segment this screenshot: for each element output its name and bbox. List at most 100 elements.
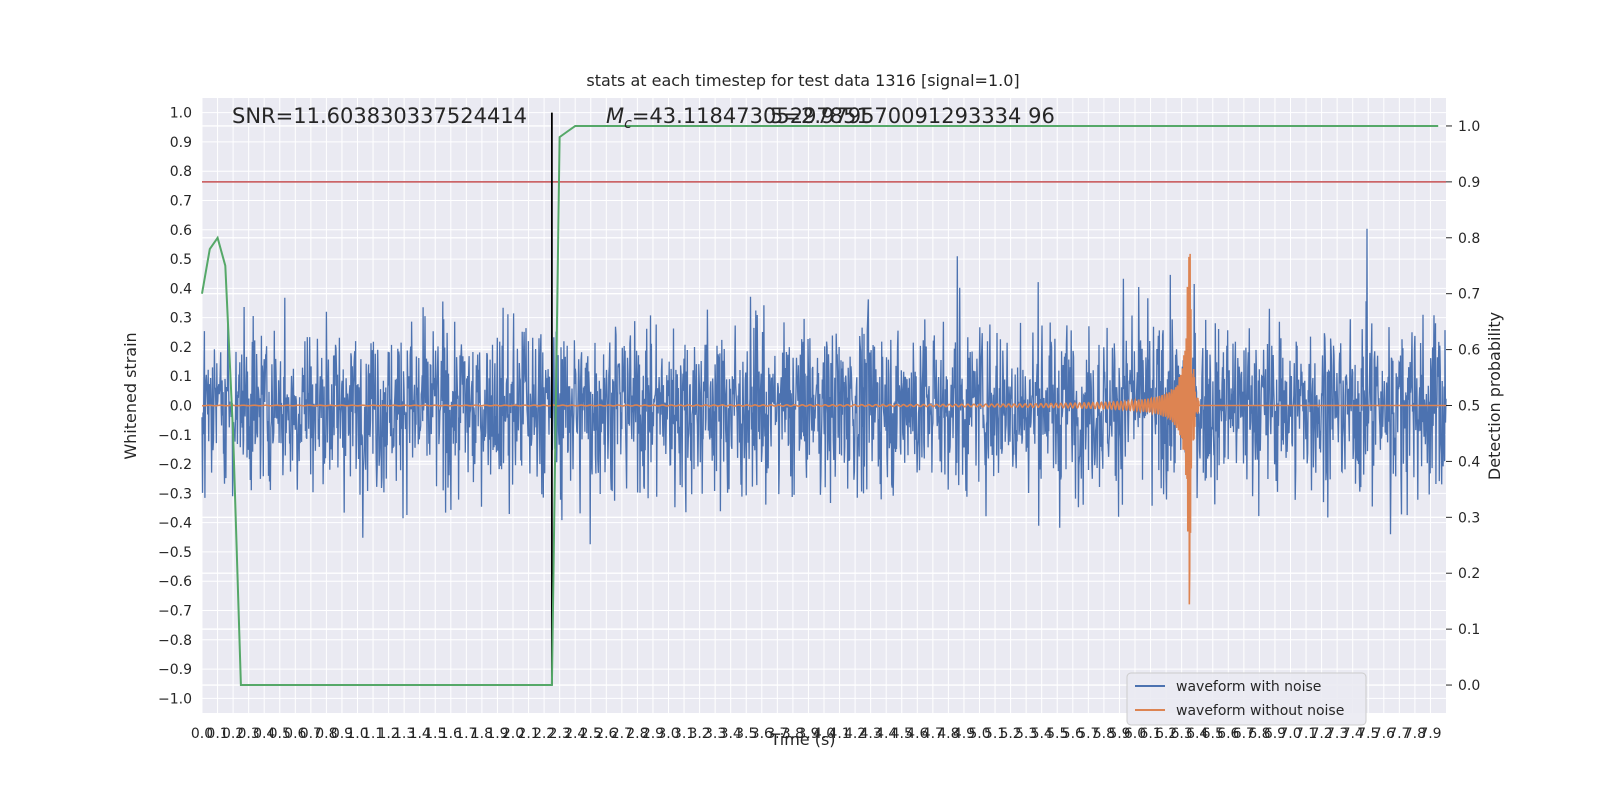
mc-value: =43.11847305297851 [632,104,870,128]
x-tick-label: 1.3 [393,726,415,742]
y2-tick-label: 0.0 [1458,678,1480,694]
noise-waveform [201,228,1447,545]
x-tick-label: 5.7 [1077,726,1099,742]
legend: waveform with noise waveform without noi… [1126,672,1367,726]
x-tick-label: 2.5 [580,726,602,742]
x-tick-label: 2.3 [549,726,571,742]
x-tick-label: 1.4 [409,726,431,742]
x-tick-label: 1.2 [377,726,399,742]
mc-overlap-annotation: 5=2.979570091293334 96 [770,104,1055,128]
x-tick-label: 6.4 [1186,726,1208,742]
x-tick-label: 5.8 [1093,726,1115,742]
x-tick-label: 7.4 [1342,726,1364,742]
y2-tick-label: 0.6 [1458,343,1480,359]
x-tick-label: 1.0 [346,726,368,742]
x-tick-label: 5.2 [999,726,1021,742]
y-tick-label: −0.8 [158,633,192,649]
x-tick-label: 0.5 [269,726,291,742]
x-tick-label: 2.6 [595,726,617,742]
mc-subscript: c [624,116,632,132]
y-tick-label: −1.0 [158,691,192,707]
x-tick-label: 5.3 [1015,726,1037,742]
y-tick-label: −0.7 [158,604,192,620]
y-tick-label: 0.9 [170,135,192,151]
legend-box [1126,672,1367,726]
y-tick-label: −0.1 [158,428,192,444]
x-tick-label: 2.0 [502,726,524,742]
x-tick-label: 6.3 [1171,726,1193,742]
x-tick-label: 4.8 [937,726,959,742]
noise-line [201,228,1447,545]
y-tick-label: −0.4 [158,516,192,532]
x-tick-label: 1.9 [486,726,508,742]
y-tick-label: −0.6 [158,574,192,590]
y-axis-label: Whitened strain [121,332,140,459]
y2-tick-label: 1.0 [1458,119,1480,135]
legend-entry-noise: waveform with noise [1176,679,1321,695]
x-tick-label: 3.3 [704,726,726,742]
mc-symbol: M [606,104,624,128]
x-tick-label: 3.8 [782,726,804,742]
x-axis-label: Time (s) [769,730,835,749]
x-tick-label: 7.9 [1419,726,1441,742]
x-tick-label: 7.8 [1404,726,1426,742]
x-tick-label: 4.0 [813,726,835,742]
x-tick-label: 0.4 [253,726,275,742]
x-tick-label: 3.1 [673,726,695,742]
x-tick-label: 6.8 [1248,726,1270,742]
y-tick-label: −0.3 [158,486,192,502]
y-tick-label: −0.9 [158,662,192,678]
x-tick-label: 2.1 [517,726,539,742]
x-tick-labels: 0.00.10.20.30.40.50.60.70.80.91.01.11.21… [191,726,1442,742]
y-tick-label: 0.6 [170,223,192,239]
y2-tick-label: 0.5 [1458,399,1480,415]
x-tick-label: 1.8 [471,726,493,742]
x-tick-label: 4.5 [891,726,913,742]
x-tick-label: 1.1 [362,726,384,742]
x-tick-label: 6.5 [1202,726,1224,742]
y2-tick-label: 0.8 [1458,231,1480,247]
y-tick-label: 0.2 [170,340,192,356]
x-tick-label: 7.5 [1357,726,1379,742]
y-tick-label: 0.3 [170,311,192,327]
x-tick-label: 3.7 [766,726,788,742]
x-tick-label: 3.5 [735,726,757,742]
x-tick-label: 0.3 [238,726,260,742]
snr-annotation: SNR=11.603830337524414 [232,104,527,128]
x-tick-label: 2.8 [626,726,648,742]
y-tick-label: 0.4 [170,281,192,297]
x-tick-label: 5.6 [1062,726,1084,742]
x-tick-label: 6.1 [1139,726,1161,742]
probability-layer [201,112,1446,686]
y2-tick-label: 0.3 [1458,510,1480,526]
x-tick-label: 1.5 [424,726,446,742]
x-tick-label: 5.4 [1031,726,1053,742]
x-tick-label: 1.6 [440,726,462,742]
x-tick-label: 7.2 [1310,726,1332,742]
x-tick-label: 3.6 [751,726,773,742]
x-tick-label: 0.2 [222,726,244,742]
clean-waveform [201,253,1446,605]
mc-annotation: Mc=43.11847305297851 [606,104,870,132]
y-tick-label: 0.1 [170,369,192,385]
x-tick-label: 6.2 [1155,726,1177,742]
x-tick-label: 2.4 [564,726,586,742]
x-tick-label: 3.4 [720,726,742,742]
x-tick-label: 2.7 [611,726,633,742]
x-tick-label: 0.7 [300,726,322,742]
y2-tick-label: 0.1 [1458,622,1480,638]
x-tick-label: 0.9 [331,726,353,742]
x-tick-label: 5.0 [968,726,990,742]
x-tick-label: 5.9 [1108,726,1130,742]
legend-entry-clean: waveform without noise [1176,703,1344,719]
x-tick-label: 4.1 [828,726,850,742]
y2-tick-labels: 1.0 0.9 0.8 0.7 0.6 0.5 0.4 0.3 0.2 0.1 0.0 [1446,119,1480,694]
probability-line [201,125,1439,686]
x-tick-label: 4.6 [906,726,928,742]
y2-tick-label: 0.9 [1458,175,1480,191]
x-tick-label: 0.6 [284,726,306,742]
x-tick-label: 7.1 [1295,726,1317,742]
x-tick-label: 0.1 [206,726,228,742]
x-tick-label: 1.7 [455,726,477,742]
